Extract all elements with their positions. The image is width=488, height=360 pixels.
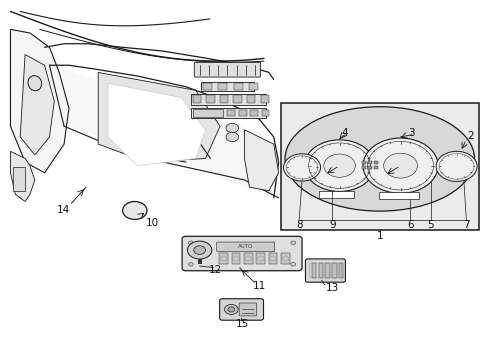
Bar xyxy=(231,253,240,264)
Bar xyxy=(260,95,268,103)
Text: 10: 10 xyxy=(146,218,159,228)
FancyBboxPatch shape xyxy=(194,62,260,77)
Polygon shape xyxy=(98,72,220,162)
Polygon shape xyxy=(49,65,278,198)
Polygon shape xyxy=(20,54,54,155)
Circle shape xyxy=(383,153,417,178)
Circle shape xyxy=(227,307,234,312)
Circle shape xyxy=(224,305,238,315)
Text: 15: 15 xyxy=(235,319,248,329)
Bar xyxy=(367,161,371,164)
Text: 6: 6 xyxy=(406,220,413,230)
Bar xyxy=(227,110,235,116)
Text: 7: 7 xyxy=(462,220,468,230)
FancyBboxPatch shape xyxy=(216,242,274,251)
Circle shape xyxy=(225,123,238,133)
Circle shape xyxy=(188,262,193,266)
Bar xyxy=(200,82,254,91)
Text: 1: 1 xyxy=(376,231,383,240)
FancyBboxPatch shape xyxy=(305,259,345,282)
Circle shape xyxy=(304,140,374,192)
Bar xyxy=(361,161,365,164)
Bar xyxy=(193,109,222,117)
Circle shape xyxy=(193,246,205,255)
Circle shape xyxy=(283,154,320,181)
Ellipse shape xyxy=(285,107,474,211)
Text: 14: 14 xyxy=(57,206,70,216)
Bar xyxy=(318,263,323,278)
Bar xyxy=(318,192,353,198)
Circle shape xyxy=(435,151,476,181)
Bar xyxy=(378,192,418,199)
Circle shape xyxy=(290,262,295,266)
Bar xyxy=(220,95,228,103)
Polygon shape xyxy=(244,130,278,191)
Text: AUTO: AUTO xyxy=(237,244,253,249)
Circle shape xyxy=(188,241,193,244)
Bar xyxy=(256,253,264,264)
Circle shape xyxy=(225,132,238,141)
Bar xyxy=(325,263,329,278)
Polygon shape xyxy=(108,83,205,166)
Bar xyxy=(246,95,255,103)
FancyBboxPatch shape xyxy=(182,236,302,271)
Bar xyxy=(203,83,211,90)
Text: 11: 11 xyxy=(252,281,265,291)
Bar xyxy=(13,167,25,191)
Circle shape xyxy=(290,241,295,244)
Bar xyxy=(281,253,289,264)
Bar xyxy=(197,259,201,264)
Circle shape xyxy=(323,154,355,177)
Bar xyxy=(190,108,266,118)
Bar xyxy=(238,110,246,116)
Bar xyxy=(373,161,377,164)
Text: 13: 13 xyxy=(325,283,338,293)
Bar xyxy=(250,110,258,116)
Text: 9: 9 xyxy=(328,220,335,230)
Bar xyxy=(249,83,258,90)
Bar xyxy=(244,253,252,264)
Bar xyxy=(338,263,343,278)
Bar xyxy=(190,94,266,105)
Polygon shape xyxy=(10,30,69,173)
FancyBboxPatch shape xyxy=(219,299,263,320)
Bar xyxy=(367,166,371,169)
Ellipse shape xyxy=(28,76,41,91)
Text: 5: 5 xyxy=(427,220,433,230)
Text: 2: 2 xyxy=(466,131,472,141)
Text: 12: 12 xyxy=(208,265,222,275)
FancyBboxPatch shape xyxy=(239,303,256,316)
Bar xyxy=(361,166,365,169)
Bar xyxy=(218,83,227,90)
Bar xyxy=(281,103,478,230)
Bar xyxy=(373,166,377,169)
Bar xyxy=(311,263,316,278)
Circle shape xyxy=(187,241,211,259)
Bar xyxy=(206,95,214,103)
Bar xyxy=(192,95,201,103)
Polygon shape xyxy=(10,151,35,202)
Circle shape xyxy=(362,138,437,193)
Text: 3: 3 xyxy=(407,128,414,138)
Bar xyxy=(331,263,336,278)
Circle shape xyxy=(122,202,147,220)
Text: 4: 4 xyxy=(341,128,347,138)
Bar xyxy=(219,253,227,264)
Bar xyxy=(233,95,241,103)
Text: 8: 8 xyxy=(295,220,302,230)
Bar xyxy=(268,253,277,264)
Bar xyxy=(261,110,269,116)
Bar xyxy=(233,83,242,90)
